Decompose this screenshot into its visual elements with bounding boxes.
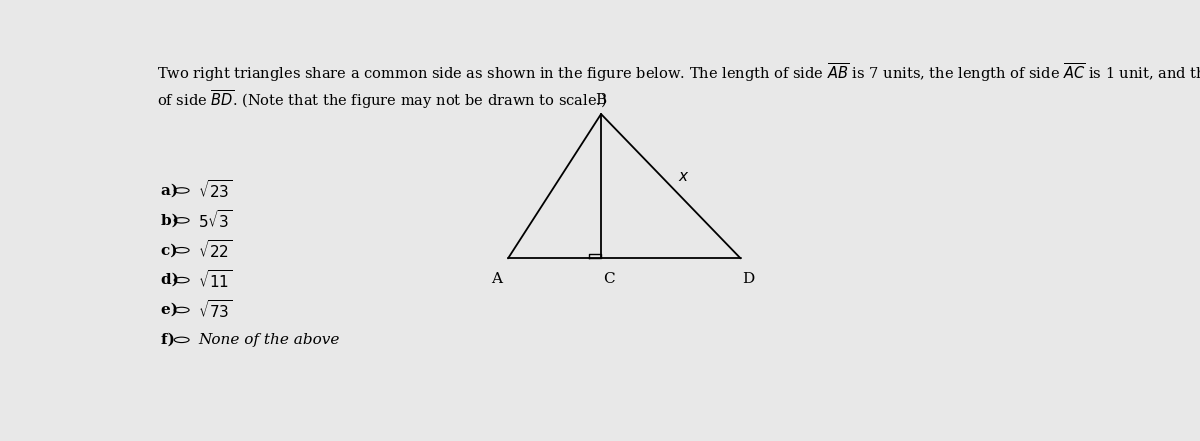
Text: Two right triangles share a common side as shown in the figure below. The length: Two right triangles share a common side … (157, 61, 1200, 84)
Text: A: A (491, 272, 503, 286)
Text: of side $\overline{BD}$. (Note that the figure may not be drawn to scale.): of side $\overline{BD}$. (Note that the … (157, 89, 607, 111)
Text: a): a) (161, 183, 184, 198)
Text: $x$: $x$ (678, 170, 690, 184)
Text: $\sqrt{23}$: $\sqrt{23}$ (198, 179, 233, 202)
Text: b): b) (161, 213, 185, 227)
Text: B: B (595, 93, 607, 107)
Text: $\sqrt{73}$: $\sqrt{73}$ (198, 299, 233, 321)
Text: $\sqrt{11}$: $\sqrt{11}$ (198, 269, 233, 291)
Text: C: C (602, 272, 614, 286)
Text: c): c) (161, 243, 182, 257)
Text: f): f) (161, 333, 180, 347)
Text: $5\sqrt{3}$: $5\sqrt{3}$ (198, 209, 233, 232)
Text: d): d) (161, 273, 185, 287)
Text: D: D (742, 272, 754, 286)
Text: None of the above: None of the above (198, 333, 340, 347)
Text: e): e) (161, 303, 184, 317)
Text: $\sqrt{22}$: $\sqrt{22}$ (198, 239, 233, 261)
